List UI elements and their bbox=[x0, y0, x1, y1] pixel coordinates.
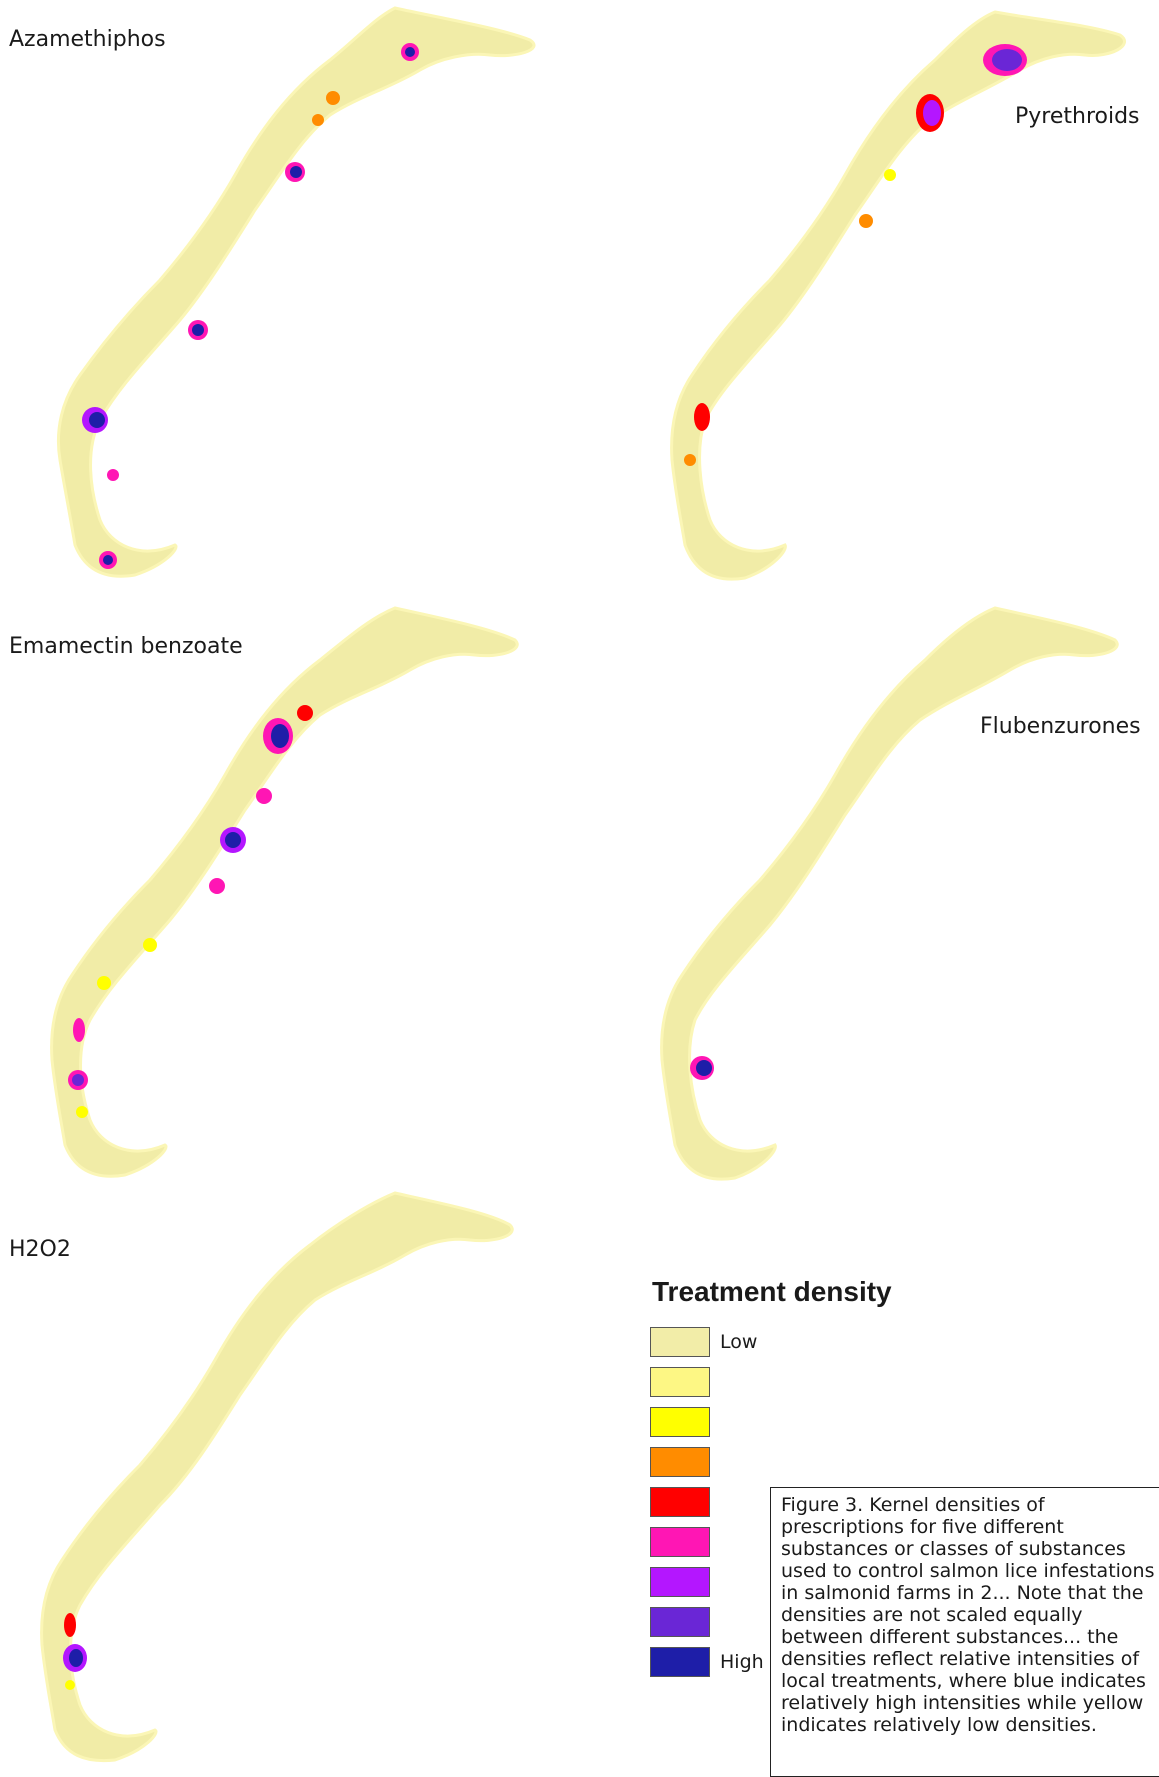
coastline bbox=[660, 606, 1119, 1181]
panel-title-pyrethroids: Pyrethroids bbox=[1015, 104, 1140, 129]
hotspot-core bbox=[225, 832, 241, 848]
legend-low-label: Low bbox=[720, 1331, 758, 1353]
hotspot-core bbox=[992, 49, 1022, 71]
legend-swatch-9 bbox=[650, 1647, 710, 1677]
hotspot bbox=[65, 1680, 75, 1690]
hotspot-core bbox=[89, 412, 105, 428]
hotspot-core bbox=[69, 1649, 83, 1667]
legend-swatch-2 bbox=[650, 1367, 710, 1397]
hotspot-core bbox=[72, 1074, 84, 1086]
density-hotspots bbox=[684, 44, 1027, 466]
hotspot bbox=[64, 1613, 76, 1637]
legend-swatch-6 bbox=[650, 1527, 710, 1557]
hotspot bbox=[143, 938, 157, 952]
legend-title: Treatment density bbox=[652, 1276, 892, 1307]
hotspot bbox=[107, 469, 119, 481]
coastline bbox=[56, 6, 536, 578]
hotspot-core bbox=[923, 100, 941, 126]
panel-title-emamectin: Emamectin benzoate bbox=[9, 634, 243, 659]
density-hotspots bbox=[690, 1056, 714, 1080]
coastline bbox=[50, 606, 519, 1178]
hotspot-core bbox=[192, 324, 204, 336]
hotspot bbox=[884, 169, 896, 181]
map-emamectin bbox=[50, 606, 519, 1178]
hotspot bbox=[312, 114, 324, 126]
hotspot bbox=[859, 214, 873, 228]
hotspot-core bbox=[405, 47, 415, 57]
hotspot bbox=[326, 91, 340, 105]
hotspot-core bbox=[696, 1060, 712, 1076]
caption-prefix: Figure 3 bbox=[781, 1494, 858, 1516]
hotspot-core bbox=[271, 724, 289, 748]
density-hotspots bbox=[82, 43, 419, 569]
hotspot-core bbox=[290, 166, 302, 178]
map-azamethiphos bbox=[56, 6, 536, 578]
density-hotspots bbox=[68, 705, 313, 1118]
legend-swatch-4 bbox=[650, 1447, 710, 1477]
coastline bbox=[40, 1191, 514, 1763]
figure-caption: Figure 3. Kernel densities of prescripti… bbox=[770, 1487, 1159, 1777]
hotspot bbox=[256, 788, 272, 804]
hotspot bbox=[694, 403, 710, 431]
legend-swatch-7 bbox=[650, 1567, 710, 1597]
coastline bbox=[670, 10, 1127, 581]
legend-high-label: High bbox=[720, 1651, 764, 1673]
map-h2o2 bbox=[40, 1191, 514, 1763]
hotspot bbox=[209, 878, 225, 894]
caption-text: . Kernel densities of prescriptions for … bbox=[781, 1494, 1155, 1736]
hotspot bbox=[76, 1106, 88, 1118]
hotspot bbox=[97, 976, 111, 990]
hotspot bbox=[684, 454, 696, 466]
map-flubenzurones bbox=[660, 606, 1119, 1181]
legend-swatch-8 bbox=[650, 1607, 710, 1637]
hotspot-core bbox=[103, 555, 113, 565]
legend-swatch-3 bbox=[650, 1407, 710, 1437]
legend-swatch-5 bbox=[650, 1487, 710, 1517]
panel-title-flubenzurones: Flubenzurones bbox=[980, 714, 1141, 739]
density-hotspots bbox=[63, 1613, 87, 1690]
panel-title-azamethiphos: Azamethiphos bbox=[9, 27, 166, 52]
hotspot bbox=[297, 705, 313, 721]
hotspot bbox=[73, 1018, 85, 1042]
map-pyrethroids bbox=[670, 10, 1127, 581]
panel-title-h2o2: H2O2 bbox=[9, 1237, 71, 1262]
legend-swatch-1 bbox=[650, 1327, 710, 1357]
